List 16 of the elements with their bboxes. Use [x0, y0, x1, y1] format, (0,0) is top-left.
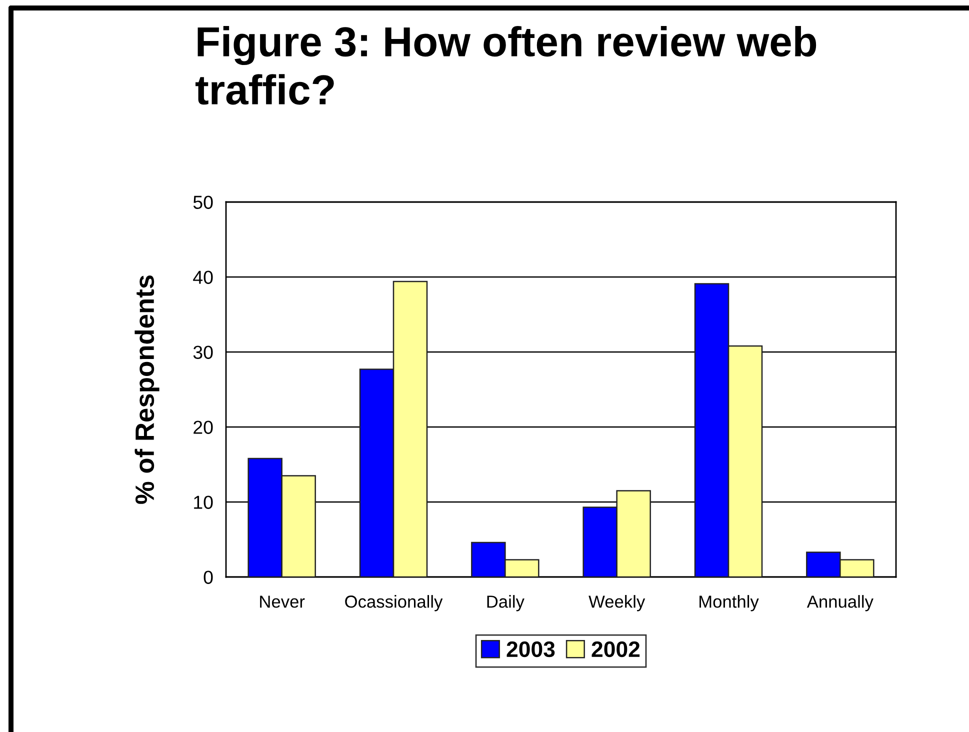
- y-axis-title: % of Respondents: [134, 275, 160, 504]
- x-tick-label: Never: [260, 596, 305, 608]
- chart-title: Figure 3: How often review web traffic?: [196, 26, 816, 105]
- y-tick-label: 50: [193, 196, 213, 209]
- x-tick-label: Daily: [487, 595, 524, 612]
- y-tick-label: 20: [194, 420, 213, 434]
- legend-label: 2002: [592, 641, 640, 658]
- y-tick-label: 30: [193, 346, 213, 359]
- y-tick-label: 40: [193, 270, 213, 284]
- x-tick-label: Monthly: [700, 595, 759, 612]
- y-tick-label: 10: [194, 496, 213, 509]
- x-tick-label: Weekly: [588, 595, 646, 612]
- y-tick-label: 0: [204, 570, 213, 584]
- legend-label: 2003: [506, 641, 555, 658]
- x-tick-label: Annually: [806, 595, 874, 612]
- x-tick-label: Ocassionally: [345, 595, 443, 612]
